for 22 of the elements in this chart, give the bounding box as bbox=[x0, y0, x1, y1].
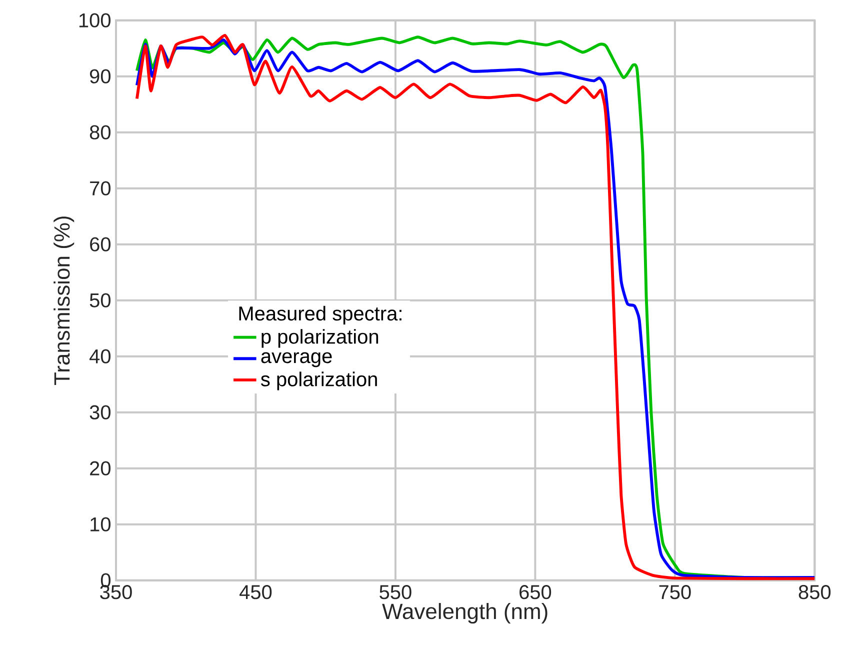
legend-label: p polarization bbox=[262, 329, 378, 348]
y-tick-label: 50 bbox=[90, 293, 110, 308]
y-tick-label: 100 bbox=[79, 13, 110, 28]
legend-title: Measured spectra: bbox=[239, 306, 402, 325]
y-tick-label: 80 bbox=[90, 125, 110, 140]
x-tick-label: 550 bbox=[380, 585, 412, 600]
y-tick-label: 20 bbox=[90, 461, 110, 476]
x-tick-label: 450 bbox=[240, 585, 272, 600]
y-tick-label: 70 bbox=[90, 181, 110, 196]
x-tick-label: 750 bbox=[659, 585, 691, 600]
y-tick-label: 60 bbox=[90, 237, 110, 252]
x-tick-label: 650 bbox=[520, 585, 552, 600]
y-axis-title: Transmission (%) bbox=[54, 216, 74, 385]
x-axis-title: Wavelength (nm) bbox=[382, 603, 548, 624]
x-tick-label: 350 bbox=[100, 585, 132, 600]
y-tick-label: 30 bbox=[90, 405, 110, 420]
y-tick-label: 90 bbox=[90, 69, 110, 84]
y-tick-label: 10 bbox=[90, 517, 110, 532]
legend-label: average bbox=[261, 352, 332, 368]
x-tick-label: 850 bbox=[798, 585, 831, 600]
y-tick-label: 40 bbox=[90, 349, 110, 364]
legend-label: s polarization bbox=[260, 372, 377, 390]
